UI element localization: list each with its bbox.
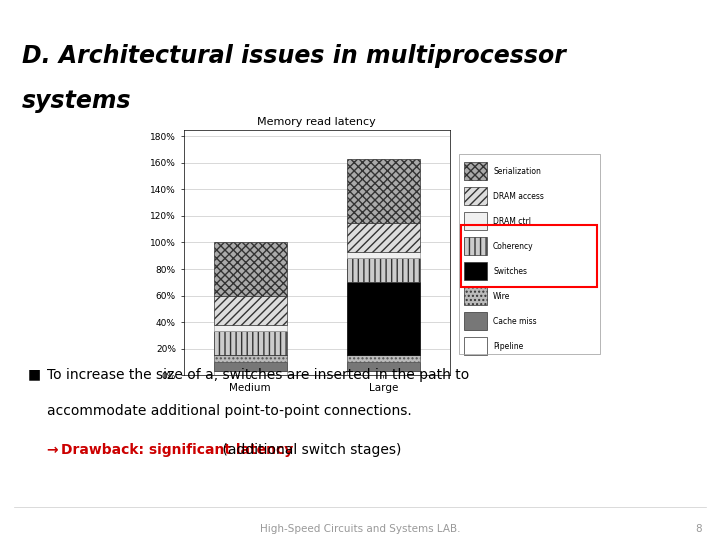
Text: 8: 8 [696, 524, 702, 534]
Text: accommodate additional point-to-point connections.: accommodate additional point-to-point co… [47, 404, 412, 418]
Text: Pipeline: Pipeline [493, 342, 523, 350]
Text: 2011-1 Special Topics in Optical Communications: 2011-1 Special Topics in Optical Communi… [453, 12, 709, 23]
Bar [214, 372, 287, 375]
Bar [461, 225, 597, 287]
Bar [214, 325, 287, 332]
Bar [347, 355, 420, 362]
Bar [347, 259, 420, 282]
Bar [214, 332, 287, 355]
Bar [464, 163, 487, 180]
Bar [347, 372, 420, 375]
Text: ■: ■ [27, 368, 40, 382]
Text: Wire: Wire [493, 292, 510, 301]
Bar [347, 282, 420, 355]
Text: Switches: Switches [493, 267, 527, 276]
Bar [464, 312, 487, 330]
Bar [214, 362, 287, 372]
Bar [464, 212, 487, 231]
Text: →: → [47, 443, 63, 457]
Title: Memory read latency: Memory read latency [258, 117, 376, 127]
Bar [464, 237, 487, 255]
Bar [464, 262, 487, 280]
Text: High-Speed Circuits and Systems LAB.: High-Speed Circuits and Systems LAB. [260, 524, 460, 534]
Bar [464, 287, 487, 305]
Text: Cache miss: Cache miss [493, 317, 536, 326]
Bar [464, 337, 487, 355]
Text: (additional switch stages): (additional switch stages) [218, 443, 402, 457]
Text: D. Architectural issues in multiprocessor: D. Architectural issues in multiprocesso… [22, 44, 565, 68]
Text: Drawback: significant latency: Drawback: significant latency [61, 443, 294, 457]
Bar [347, 159, 420, 222]
Text: DRAM access: DRAM access [493, 192, 544, 201]
Bar [464, 187, 487, 205]
Text: systems: systems [22, 89, 131, 112]
Bar [347, 252, 420, 259]
Text: Serialization: Serialization [493, 167, 541, 176]
Text: To increase the size of a, switches are inserted in the path to: To increase the size of a, switches are … [47, 368, 469, 382]
Bar [214, 242, 287, 295]
Text: Coherency: Coherency [493, 242, 534, 251]
Bar [214, 295, 287, 325]
Bar [347, 222, 420, 252]
Bar [214, 355, 287, 362]
Text: DRAM ctrl: DRAM ctrl [493, 217, 531, 226]
Bar [347, 362, 420, 372]
